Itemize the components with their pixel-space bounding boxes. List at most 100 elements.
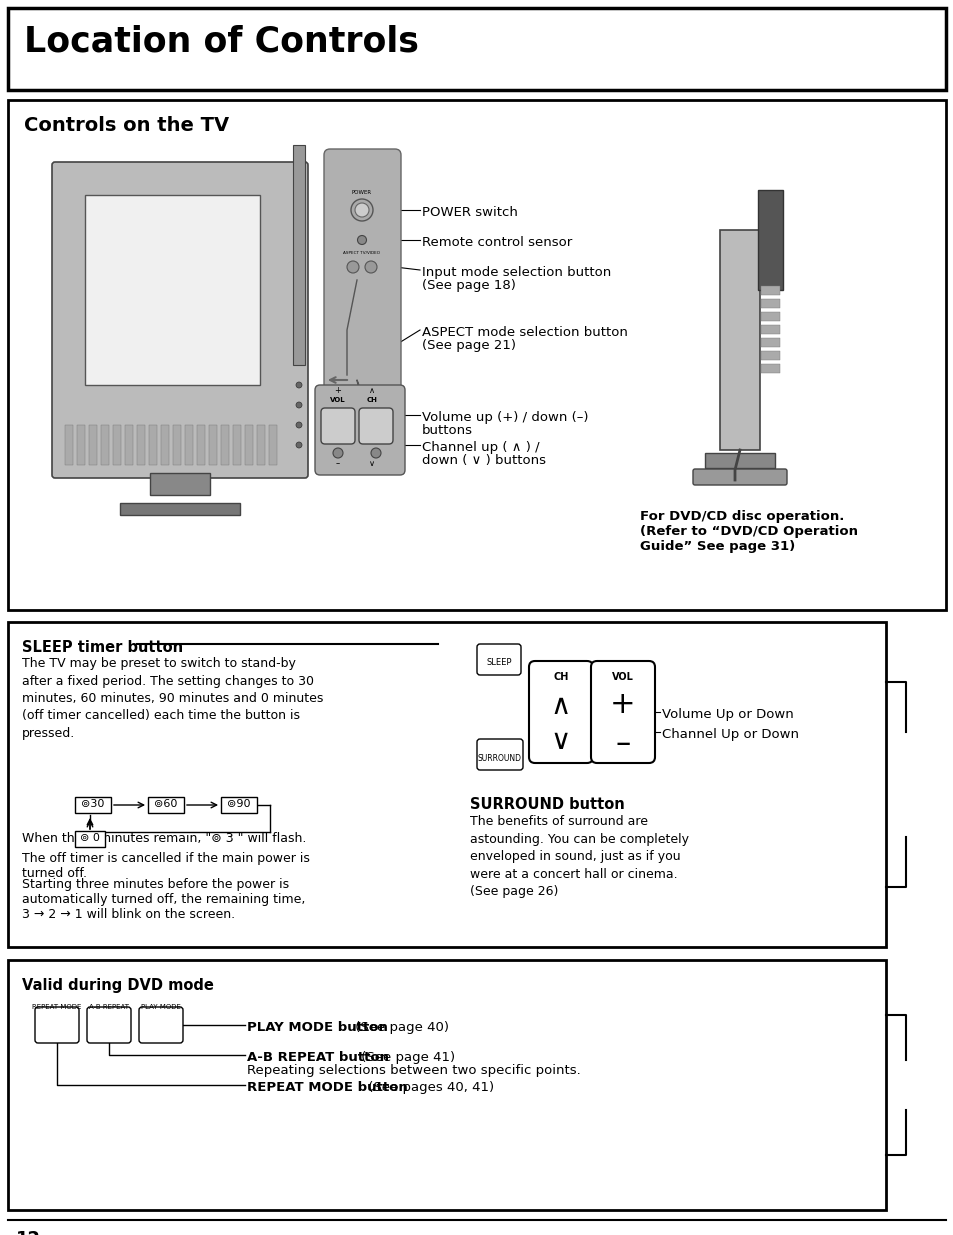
Text: ⊚30: ⊚30 <box>81 799 105 809</box>
Text: (See pages 40, 41): (See pages 40, 41) <box>364 1081 494 1094</box>
Circle shape <box>295 422 302 429</box>
Bar <box>293 144 305 366</box>
Text: For DVD/CD disc operation.
(Refer to “DVD/CD Operation
Guide” See page 31): For DVD/CD disc operation. (Refer to “DV… <box>639 510 857 553</box>
Bar <box>209 425 216 466</box>
Bar <box>760 364 780 373</box>
Text: The benefits of surround are
astounding. You can be completely
enveloped in soun: The benefits of surround are astounding.… <box>470 815 688 898</box>
FancyBboxPatch shape <box>324 149 400 421</box>
Bar <box>758 190 782 290</box>
FancyBboxPatch shape <box>358 408 393 445</box>
Circle shape <box>295 382 302 388</box>
Text: Controls on the TV: Controls on the TV <box>24 116 229 135</box>
Bar <box>137 425 145 466</box>
Text: When three minutes remain, "⊚ 3 " will flash.: When three minutes remain, "⊚ 3 " will f… <box>22 832 306 845</box>
Text: ⊚60: ⊚60 <box>154 799 177 809</box>
Text: Channel up ( ∧ ) /: Channel up ( ∧ ) / <box>421 441 539 454</box>
Bar <box>120 503 240 515</box>
FancyBboxPatch shape <box>692 469 786 485</box>
Text: SLEEP: SLEEP <box>486 658 511 667</box>
Bar <box>89 425 97 466</box>
Text: Valid during DVD mode: Valid during DVD mode <box>22 978 213 993</box>
Bar <box>760 299 780 308</box>
FancyBboxPatch shape <box>476 643 520 676</box>
Bar <box>8 622 885 947</box>
Text: (See page 18): (See page 18) <box>421 279 516 291</box>
Text: Channel Up or Down: Channel Up or Down <box>661 727 799 741</box>
Text: ∧: ∧ <box>369 387 375 395</box>
Bar <box>85 195 260 385</box>
Bar <box>233 425 241 466</box>
Text: ⊚90: ⊚90 <box>227 799 251 809</box>
Circle shape <box>371 448 380 458</box>
Bar <box>704 453 774 468</box>
FancyBboxPatch shape <box>87 1007 131 1044</box>
Text: VOL: VOL <box>330 396 345 403</box>
Bar <box>196 425 205 466</box>
Text: POWER switch: POWER switch <box>421 206 517 219</box>
Circle shape <box>357 236 366 245</box>
Bar <box>150 473 210 495</box>
Bar <box>75 797 111 813</box>
Text: +: + <box>335 387 341 395</box>
Text: POWER: POWER <box>352 190 372 195</box>
Bar <box>760 312 780 321</box>
Text: REPEAT MODE button: REPEAT MODE button <box>247 1081 407 1094</box>
Text: Starting three minutes before the power is
automatically turned off, the remaini: Starting three minutes before the power … <box>22 878 305 921</box>
Circle shape <box>355 203 369 217</box>
Bar <box>101 425 109 466</box>
Text: ASPECT mode selection button: ASPECT mode selection button <box>421 326 627 338</box>
Text: SURROUND: SURROUND <box>477 755 521 763</box>
Bar <box>8 960 885 1210</box>
Circle shape <box>365 261 376 273</box>
Text: ∨: ∨ <box>369 459 375 468</box>
Bar <box>760 338 780 347</box>
Text: The TV may be preset to switch to stand-by
after a fixed period. The setting cha: The TV may be preset to switch to stand-… <box>22 657 323 740</box>
Text: Repeating selections between two specific points.: Repeating selections between two specifi… <box>247 1065 580 1077</box>
Text: Remote control sensor: Remote control sensor <box>421 236 572 249</box>
Text: ∧: ∧ <box>550 692 571 720</box>
Circle shape <box>347 261 358 273</box>
Bar <box>256 425 265 466</box>
Text: A-B REPEAT: A-B REPEAT <box>89 1004 129 1010</box>
Text: Location of Controls: Location of Controls <box>24 23 418 58</box>
Bar <box>760 351 780 359</box>
FancyBboxPatch shape <box>314 385 405 475</box>
Circle shape <box>351 199 373 221</box>
FancyBboxPatch shape <box>320 408 355 445</box>
Bar <box>77 425 85 466</box>
Text: +: + <box>610 690 635 719</box>
Text: CH: CH <box>366 396 377 403</box>
Text: SURROUND button: SURROUND button <box>470 797 624 811</box>
Text: down ( ∨ ) buttons: down ( ∨ ) buttons <box>421 454 545 467</box>
FancyBboxPatch shape <box>52 162 308 478</box>
Bar <box>125 425 132 466</box>
Text: ⊚ 0: ⊚ 0 <box>80 832 100 844</box>
FancyBboxPatch shape <box>476 739 522 769</box>
Text: A-B REPEAT button: A-B REPEAT button <box>247 1051 389 1065</box>
Bar <box>148 797 184 813</box>
FancyBboxPatch shape <box>590 661 655 763</box>
Text: The off timer is cancelled if the main power is
turned off.: The off timer is cancelled if the main p… <box>22 852 310 881</box>
Text: Volume Up or Down: Volume Up or Down <box>661 708 793 721</box>
Bar <box>161 425 169 466</box>
FancyBboxPatch shape <box>35 1007 79 1044</box>
Text: (See page 21): (See page 21) <box>421 338 516 352</box>
Bar <box>221 425 229 466</box>
Text: PLAY MODE: PLAY MODE <box>141 1004 181 1010</box>
Bar <box>720 230 760 450</box>
Text: SLEEP timer button: SLEEP timer button <box>22 640 183 655</box>
Text: ASPECT TV/VIDEO: ASPECT TV/VIDEO <box>343 251 380 254</box>
Circle shape <box>295 403 302 408</box>
Bar <box>112 425 121 466</box>
Bar <box>8 100 945 610</box>
FancyBboxPatch shape <box>139 1007 183 1044</box>
Text: (See page 40): (See page 40) <box>351 1021 449 1034</box>
Bar <box>149 425 157 466</box>
Text: CH: CH <box>553 672 568 682</box>
Circle shape <box>333 448 343 458</box>
FancyBboxPatch shape <box>529 661 593 763</box>
Text: –: – <box>335 459 340 468</box>
Bar <box>65 425 73 466</box>
Bar <box>8 7 945 90</box>
Bar <box>269 425 276 466</box>
